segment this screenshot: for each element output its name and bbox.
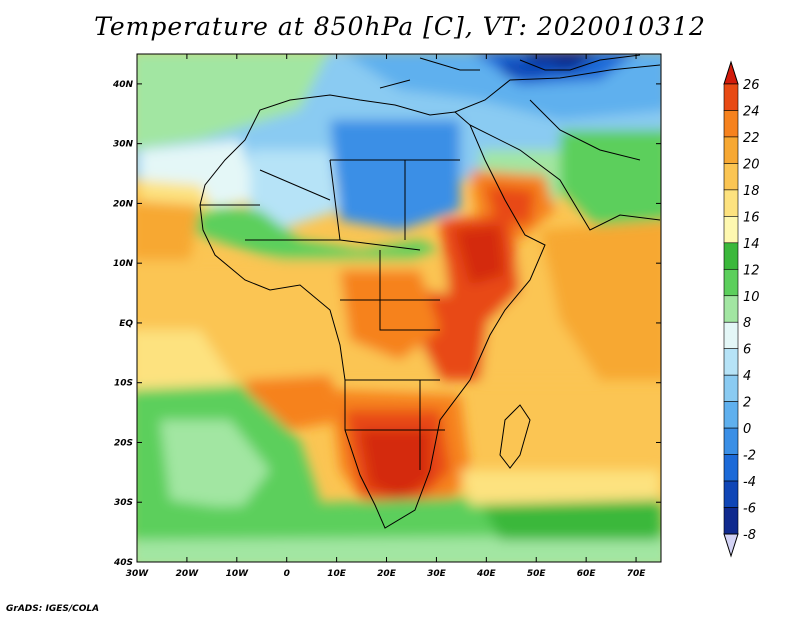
x-tick-label: 70E (627, 569, 647, 579)
x-tick-label: 10E (327, 569, 347, 579)
colorbar-label: -2 (743, 449, 756, 464)
colorbar-label: 0 (743, 422, 751, 437)
colorbar-label: 16 (743, 210, 760, 225)
y-tick-label: 10N (113, 259, 134, 269)
x-axis: 30W 20W 10W 0 10E 20E 30E 40E 50E 60E 70E (126, 54, 646, 579)
colorbar-swatch (723, 163, 739, 191)
colorbar-label: 18 (743, 184, 760, 199)
colorbar-label: 2 (743, 396, 751, 411)
y-tick-label: EQ (119, 319, 133, 329)
colorbar-top-arrow (723, 60, 739, 85)
colorbar-label: 20 (743, 157, 760, 172)
y-tick-label: 30S (114, 498, 133, 508)
colorbar-swatch (723, 242, 739, 270)
x-tick-label: 20E (377, 569, 397, 579)
x-tick-label: 10W (226, 569, 250, 579)
colorbar-swatch (723, 268, 739, 297)
colorbar-swatch (723, 189, 739, 217)
colorbar-label: 8 (743, 316, 751, 331)
colorbar-swatch (723, 136, 739, 164)
coastlines (199, 54, 661, 529)
x-tick-label: 0 (284, 569, 290, 579)
y-tick-label: 40N (112, 80, 134, 90)
colorbar-label: -8 (743, 528, 756, 543)
colorbar-swatch (723, 401, 739, 429)
colorbar-label: 14 (743, 237, 760, 252)
x-tick-label: 50E (527, 569, 547, 579)
temperature-field (137, 54, 661, 562)
colorbar-swatch (723, 110, 739, 138)
y-tick-label: 30N (113, 140, 134, 150)
y-tick-label: 10S (114, 379, 133, 389)
colorbar-bottom-arrow (723, 533, 739, 558)
credit-text: GrADS: IGES/COLA (6, 604, 100, 614)
x-tick-label: 40E (476, 569, 497, 579)
x-tick-label: 30W (126, 569, 150, 579)
map-title: Temperature at 850hPa [C], VT: 202001031… (94, 12, 706, 41)
y-tick-label: 20N (113, 199, 134, 209)
colorbar-swatch (723, 427, 739, 455)
colorbar-swatch (723, 83, 739, 111)
colorbar-label: 12 (743, 263, 760, 278)
x-tick-label: 20W (176, 569, 200, 579)
colorbar-label: 26 (743, 78, 760, 93)
colorbar-swatch (723, 374, 739, 402)
colorbar-label: -6 (743, 502, 756, 517)
colorbar-swatch (723, 216, 739, 244)
y-axis: 40N 30N 20N 10N EQ 10S 20S 30S 40S (112, 80, 661, 568)
colorbar-label: 24 (743, 104, 760, 119)
colorbar-swatch (723, 507, 739, 535)
colorbar-swatch (723, 321, 739, 350)
colorbar-swatch (723, 480, 739, 508)
colorbar-label: 22 (743, 131, 760, 146)
plot-frame (136, 53, 662, 563)
colorbar-label: 6 (743, 343, 751, 358)
colorbar-label: 10 (743, 290, 760, 305)
colorbar-swatch (723, 295, 739, 323)
colorbar-swatch (723, 454, 739, 482)
x-tick-label: 60E (577, 569, 597, 579)
colorbar-label: -4 (743, 475, 756, 490)
y-tick-label: 40S (113, 558, 133, 568)
colorbar-swatch (723, 348, 739, 376)
colorbar-label: 4 (743, 369, 751, 384)
y-tick-label: 20S (114, 438, 133, 448)
x-tick-label: 30E (427, 569, 447, 579)
